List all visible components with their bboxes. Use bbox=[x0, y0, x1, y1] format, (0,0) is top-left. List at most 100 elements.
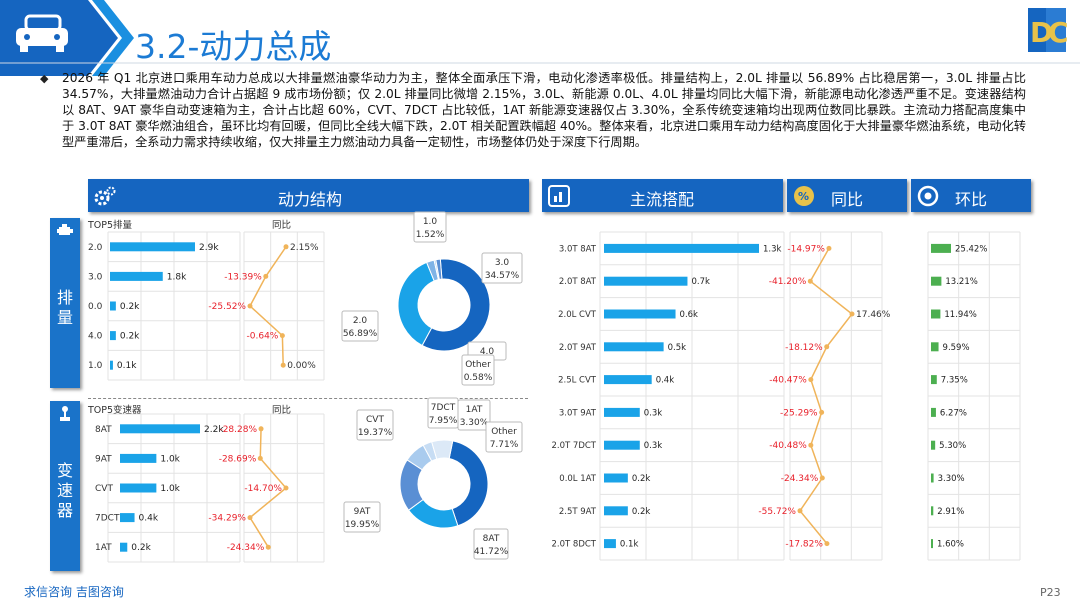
bar-2.0 bbox=[110, 242, 195, 252]
pie-label-category: 4.0 bbox=[480, 347, 495, 357]
data-label: 5.30% bbox=[939, 441, 966, 451]
header-structure: 动力结构 bbox=[88, 179, 529, 212]
section-divider bbox=[88, 398, 528, 399]
pie-label-category: Other bbox=[491, 427, 517, 437]
tick-label: 1AT bbox=[95, 543, 112, 553]
pie-label-box bbox=[461, 354, 495, 386]
data-label: 0.2k bbox=[120, 302, 140, 312]
bar-9AT bbox=[120, 453, 157, 463]
displacement-yoy-title: 同比 bbox=[272, 220, 292, 231]
yoy-point bbox=[263, 273, 269, 279]
data-label: 1.60% bbox=[937, 540, 964, 550]
pie-label-category: 7DCT bbox=[431, 403, 456, 413]
yoy-label: -41.20% bbox=[769, 277, 807, 287]
yoy-line bbox=[249, 428, 288, 548]
footer-text[interactable]: 求信咨询 吉图咨询 bbox=[24, 585, 124, 599]
yoy-label: -17.82% bbox=[785, 540, 823, 550]
data-label: 0.1k bbox=[117, 361, 137, 371]
pie-label-box bbox=[427, 397, 459, 429]
side-gearbox-char3: 器 bbox=[56, 501, 73, 520]
bullet-diamond-icon: ◆ bbox=[40, 72, 49, 85]
data-label: 0.4k bbox=[656, 376, 675, 386]
data-label: 0.7k bbox=[691, 277, 710, 287]
slice-7DCT bbox=[406, 444, 433, 471]
slice-Other bbox=[433, 259, 440, 281]
yoy-line bbox=[249, 246, 287, 366]
pie-label-category: CVT bbox=[366, 415, 384, 425]
data-label: 0.2k bbox=[632, 474, 651, 484]
pie-label-category: 1AT bbox=[466, 405, 483, 415]
car-icon bbox=[16, 14, 68, 52]
tick-label: 9AT bbox=[95, 454, 112, 464]
pie-label-value: 3.30% bbox=[460, 418, 489, 428]
yoy-point bbox=[257, 455, 263, 461]
header-yoy: % 同比 bbox=[787, 179, 907, 212]
yoy-label: -14.70% bbox=[244, 484, 282, 494]
bar-2.0T 8DCT bbox=[931, 539, 933, 549]
tick-label: 0.0L 1AT bbox=[559, 474, 597, 484]
bar-2.0T 8DCT bbox=[604, 539, 616, 549]
yoy-label: -25.52% bbox=[208, 302, 246, 312]
pie-label-category: 2.0 bbox=[353, 316, 368, 326]
pie-label-box bbox=[467, 341, 507, 361]
bar-2.0L CVT bbox=[931, 309, 941, 319]
percent-icon: % bbox=[794, 186, 814, 206]
bar-2.0L CVT bbox=[604, 309, 676, 319]
slice-9AT bbox=[407, 498, 459, 529]
data-label: 7.35% bbox=[941, 376, 968, 386]
pie-label-box bbox=[343, 501, 381, 533]
bar-2.0T 8AT bbox=[931, 276, 942, 286]
yoy-label: -24.34% bbox=[227, 543, 265, 553]
side-gearbox-char2: 速 bbox=[56, 481, 73, 500]
page-number: P23 bbox=[1040, 586, 1061, 599]
yoy-point bbox=[819, 475, 825, 481]
tick-label: 2.5T 9AT bbox=[559, 507, 597, 517]
bar-7DCT bbox=[120, 513, 135, 523]
pie-label-category: 9AT bbox=[354, 507, 371, 517]
svg-text:%: % bbox=[798, 190, 809, 203]
yoy-point bbox=[849, 311, 855, 317]
pie-label-category: 1.0 bbox=[423, 217, 438, 227]
bar-3.0T 9AT bbox=[931, 407, 936, 417]
bar-8AT bbox=[120, 424, 200, 434]
bar-0.0 bbox=[110, 301, 116, 311]
slice-3.0 bbox=[397, 261, 435, 347]
yoy-point bbox=[824, 344, 830, 350]
slice-CVT bbox=[399, 459, 424, 511]
page-title: 3.2-动力总成 bbox=[135, 27, 332, 66]
chart-icon bbox=[548, 185, 570, 207]
yoy-point bbox=[807, 278, 813, 284]
tick-label: CVT bbox=[95, 484, 113, 494]
yoy-label: -18.12% bbox=[785, 343, 823, 353]
yoy-point bbox=[797, 508, 803, 514]
data-label: 1.0k bbox=[160, 454, 180, 464]
data-label: 13.21% bbox=[945, 277, 977, 287]
pie-label-value: 56.89% bbox=[343, 329, 378, 339]
bar-CVT bbox=[120, 483, 157, 493]
yoy-point bbox=[279, 333, 285, 339]
tick-label: 3.0 bbox=[88, 272, 103, 282]
data-label: 0.1k bbox=[620, 540, 639, 550]
engine-icon bbox=[57, 224, 73, 235]
bar-2.5T 9AT bbox=[604, 506, 628, 516]
slice-8AT bbox=[448, 440, 489, 527]
bar-4.0 bbox=[110, 331, 116, 341]
bar-3.0T 8AT bbox=[931, 243, 951, 253]
yoy-label: -55.72% bbox=[758, 507, 796, 517]
tick-label: 2.0T 8AT bbox=[559, 277, 597, 287]
target-icon bbox=[917, 185, 939, 207]
data-label: 25.42% bbox=[955, 244, 987, 254]
yoy-label: -40.48% bbox=[769, 441, 807, 451]
tick-label: 4.0 bbox=[88, 332, 103, 342]
gear-shift-icon bbox=[60, 406, 70, 421]
bar-1AT bbox=[120, 542, 128, 552]
tick-label: 2.0 bbox=[88, 243, 103, 253]
yoy-label: 2.15% bbox=[290, 243, 319, 253]
pie-label-category: Other bbox=[465, 360, 491, 370]
yoy-point bbox=[247, 303, 253, 309]
header-pairing-label: 主流搭配 bbox=[630, 190, 695, 209]
side-displacement: 排 量 bbox=[50, 218, 80, 388]
tick-label: 2.0L CVT bbox=[558, 310, 597, 320]
data-label: 9.59% bbox=[943, 343, 970, 353]
pie-label-box bbox=[341, 310, 379, 342]
